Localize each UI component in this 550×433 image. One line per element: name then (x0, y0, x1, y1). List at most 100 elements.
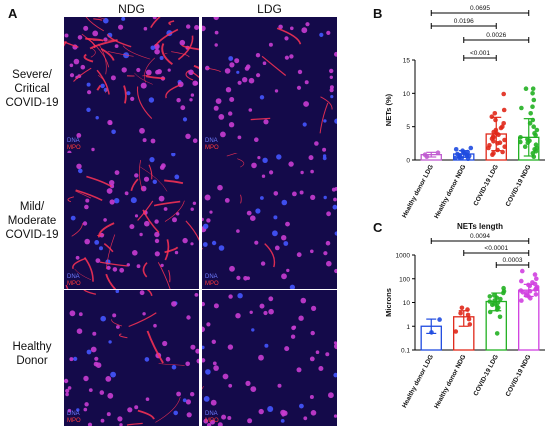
cell (310, 249, 314, 254)
cell (172, 217, 177, 223)
cell (192, 138, 198, 143)
net-strand (226, 153, 238, 157)
cell (286, 268, 290, 273)
data-point (518, 288, 524, 293)
net-strand (136, 86, 153, 119)
net-strand (192, 71, 199, 79)
cell (94, 240, 100, 245)
cell (150, 45, 156, 51)
data-point (532, 131, 537, 136)
p-value-label: 0.0094 (470, 233, 490, 240)
cell (129, 224, 135, 230)
net-strand (240, 194, 242, 204)
net-strand (96, 69, 110, 95)
p-value-label: 0.0196 (454, 18, 474, 25)
micrograph-image (202, 293, 337, 426)
cell (121, 17, 126, 21)
cell (284, 36, 289, 41)
data-point (493, 117, 498, 123)
data-point (437, 317, 442, 322)
data-point (532, 272, 538, 277)
cell (280, 409, 286, 416)
cell (194, 81, 199, 86)
cell (110, 184, 115, 189)
data-point (491, 135, 496, 140)
cell (194, 293, 199, 297)
data-point (530, 86, 536, 91)
cell (152, 179, 157, 184)
cell (108, 340, 112, 344)
cell (220, 131, 226, 138)
data-point (528, 111, 533, 116)
net-strand (86, 175, 112, 188)
cell (75, 255, 80, 260)
cell (143, 26, 148, 31)
panel-c-letter: C (373, 220, 383, 235)
cell (272, 230, 278, 237)
net-strand (83, 290, 97, 295)
cell (80, 64, 86, 70)
cell (203, 223, 209, 229)
net-strand (74, 268, 92, 281)
data-point (422, 152, 428, 157)
cell (99, 390, 105, 395)
net-strand (134, 72, 153, 85)
cell (302, 122, 307, 127)
net-strand (105, 234, 116, 270)
net-strand (142, 262, 148, 278)
cell (112, 267, 118, 272)
cell (196, 358, 199, 364)
cell (246, 210, 252, 216)
cell (310, 194, 316, 200)
cell (273, 215, 278, 220)
cell (210, 419, 215, 425)
cell (87, 90, 92, 95)
cell (227, 416, 232, 420)
cell (105, 376, 112, 382)
cell (186, 412, 192, 418)
cell (329, 88, 334, 93)
cell (136, 67, 141, 73)
cell (330, 95, 334, 99)
cell (245, 380, 251, 386)
cell (334, 118, 337, 124)
cell (213, 303, 219, 309)
cell (221, 414, 227, 420)
stain-label-dna: DNA (67, 138, 80, 144)
cell (82, 221, 88, 226)
net-strand (75, 189, 103, 201)
cell (107, 392, 114, 399)
cell (194, 25, 199, 30)
cell (290, 26, 294, 31)
cell (190, 242, 194, 246)
panel-b-letter: B (373, 6, 383, 21)
cell (209, 210, 213, 214)
cell (159, 165, 165, 170)
cell (202, 301, 205, 307)
cell (333, 414, 337, 418)
cell (308, 155, 314, 161)
cell (149, 157, 155, 163)
cell (213, 105, 219, 111)
data-point (518, 135, 523, 140)
data-point (453, 329, 459, 334)
cell (78, 168, 83, 174)
net-strand (164, 239, 170, 261)
data-point (527, 288, 533, 294)
data-point (459, 155, 465, 161)
cell (84, 402, 89, 407)
cell (100, 418, 105, 423)
row-label-healthy: Healthy Donor (12, 341, 52, 367)
cell (310, 330, 315, 336)
cell (303, 101, 309, 107)
data-point (500, 149, 505, 155)
cell (106, 412, 111, 417)
cell (77, 35, 83, 40)
cell (206, 218, 211, 223)
stain-label-dna: DNA (205, 411, 218, 417)
y-tick-label: 1000 (396, 253, 411, 260)
cell (331, 187, 336, 192)
cell (334, 231, 337, 236)
cell (93, 361, 99, 367)
